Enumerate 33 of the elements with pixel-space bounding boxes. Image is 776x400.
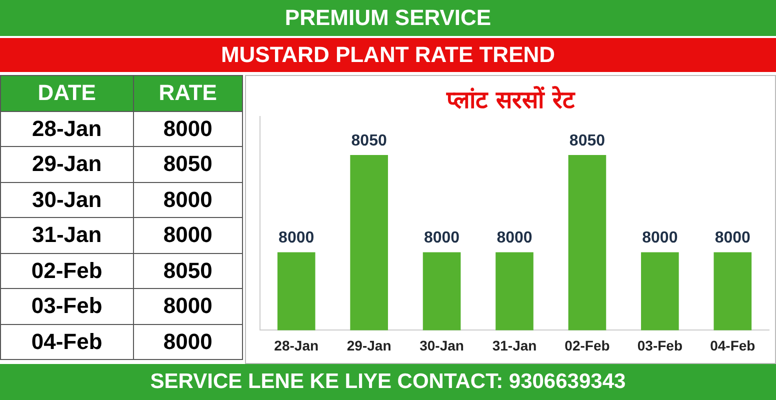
text: PREMIUM SERVICE [0, 0, 776, 36]
data-label: 8000 [642, 230, 678, 247]
data-label: 8050 [569, 132, 606, 150]
chart-title: MUSTARD PLANT RATE TREND [0, 38, 776, 72]
x-tick-label: 30-Jan [420, 337, 464, 354]
text: 8000 [133, 324, 242, 360]
x-tick-label: 28-Jan [274, 337, 319, 354]
text: 03-Feb [0, 288, 134, 324]
text: 28-Jan [0, 111, 134, 146]
data-label: 8000 [278, 230, 314, 247]
data-label: 8000 [424, 230, 460, 247]
text: RATE [133, 76, 242, 111]
text: 30-Jan [0, 182, 134, 218]
x-tick-label: 03-Feb [637, 337, 682, 354]
x-tick-label: 29-Jan [346, 337, 392, 354]
text: 8000 [133, 111, 242, 146]
text: 31-Jan [0, 218, 134, 253]
data-label: 8050 [351, 132, 387, 150]
x-tick-label: 02-Feb [564, 337, 610, 354]
text: SERVICE LENE KE LIYE CONTACT: 9306639343 [0, 364, 776, 400]
text: 8050 [133, 146, 242, 182]
data-label: 8000 [714, 230, 751, 247]
text: 8000 [133, 288, 242, 324]
data-label: 8000 [496, 230, 532, 247]
text: 29-Jan [0, 146, 134, 182]
text: DATE [0, 76, 134, 111]
x-tick-label: 04-Feb [710, 337, 756, 354]
chart-subtitle: प्लांट सरसों रेट [445, 85, 576, 115]
text: 02-Feb [0, 253, 134, 288]
text: 8000 [133, 218, 242, 253]
text: 8000 [133, 182, 242, 218]
x-tick-label: 31-Jan [492, 337, 537, 354]
text: 8050 [133, 253, 242, 288]
